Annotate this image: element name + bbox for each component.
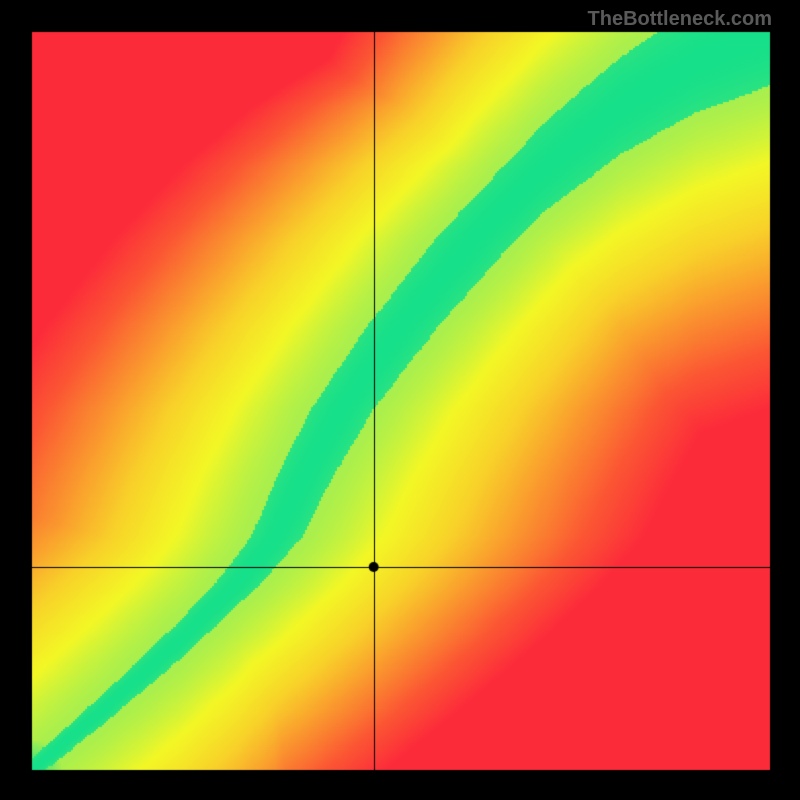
chart-container: TheBottleneck.com: [0, 0, 800, 800]
watermark-text: TheBottleneck.com: [588, 8, 772, 31]
bottleneck-heatmap: [0, 0, 800, 800]
